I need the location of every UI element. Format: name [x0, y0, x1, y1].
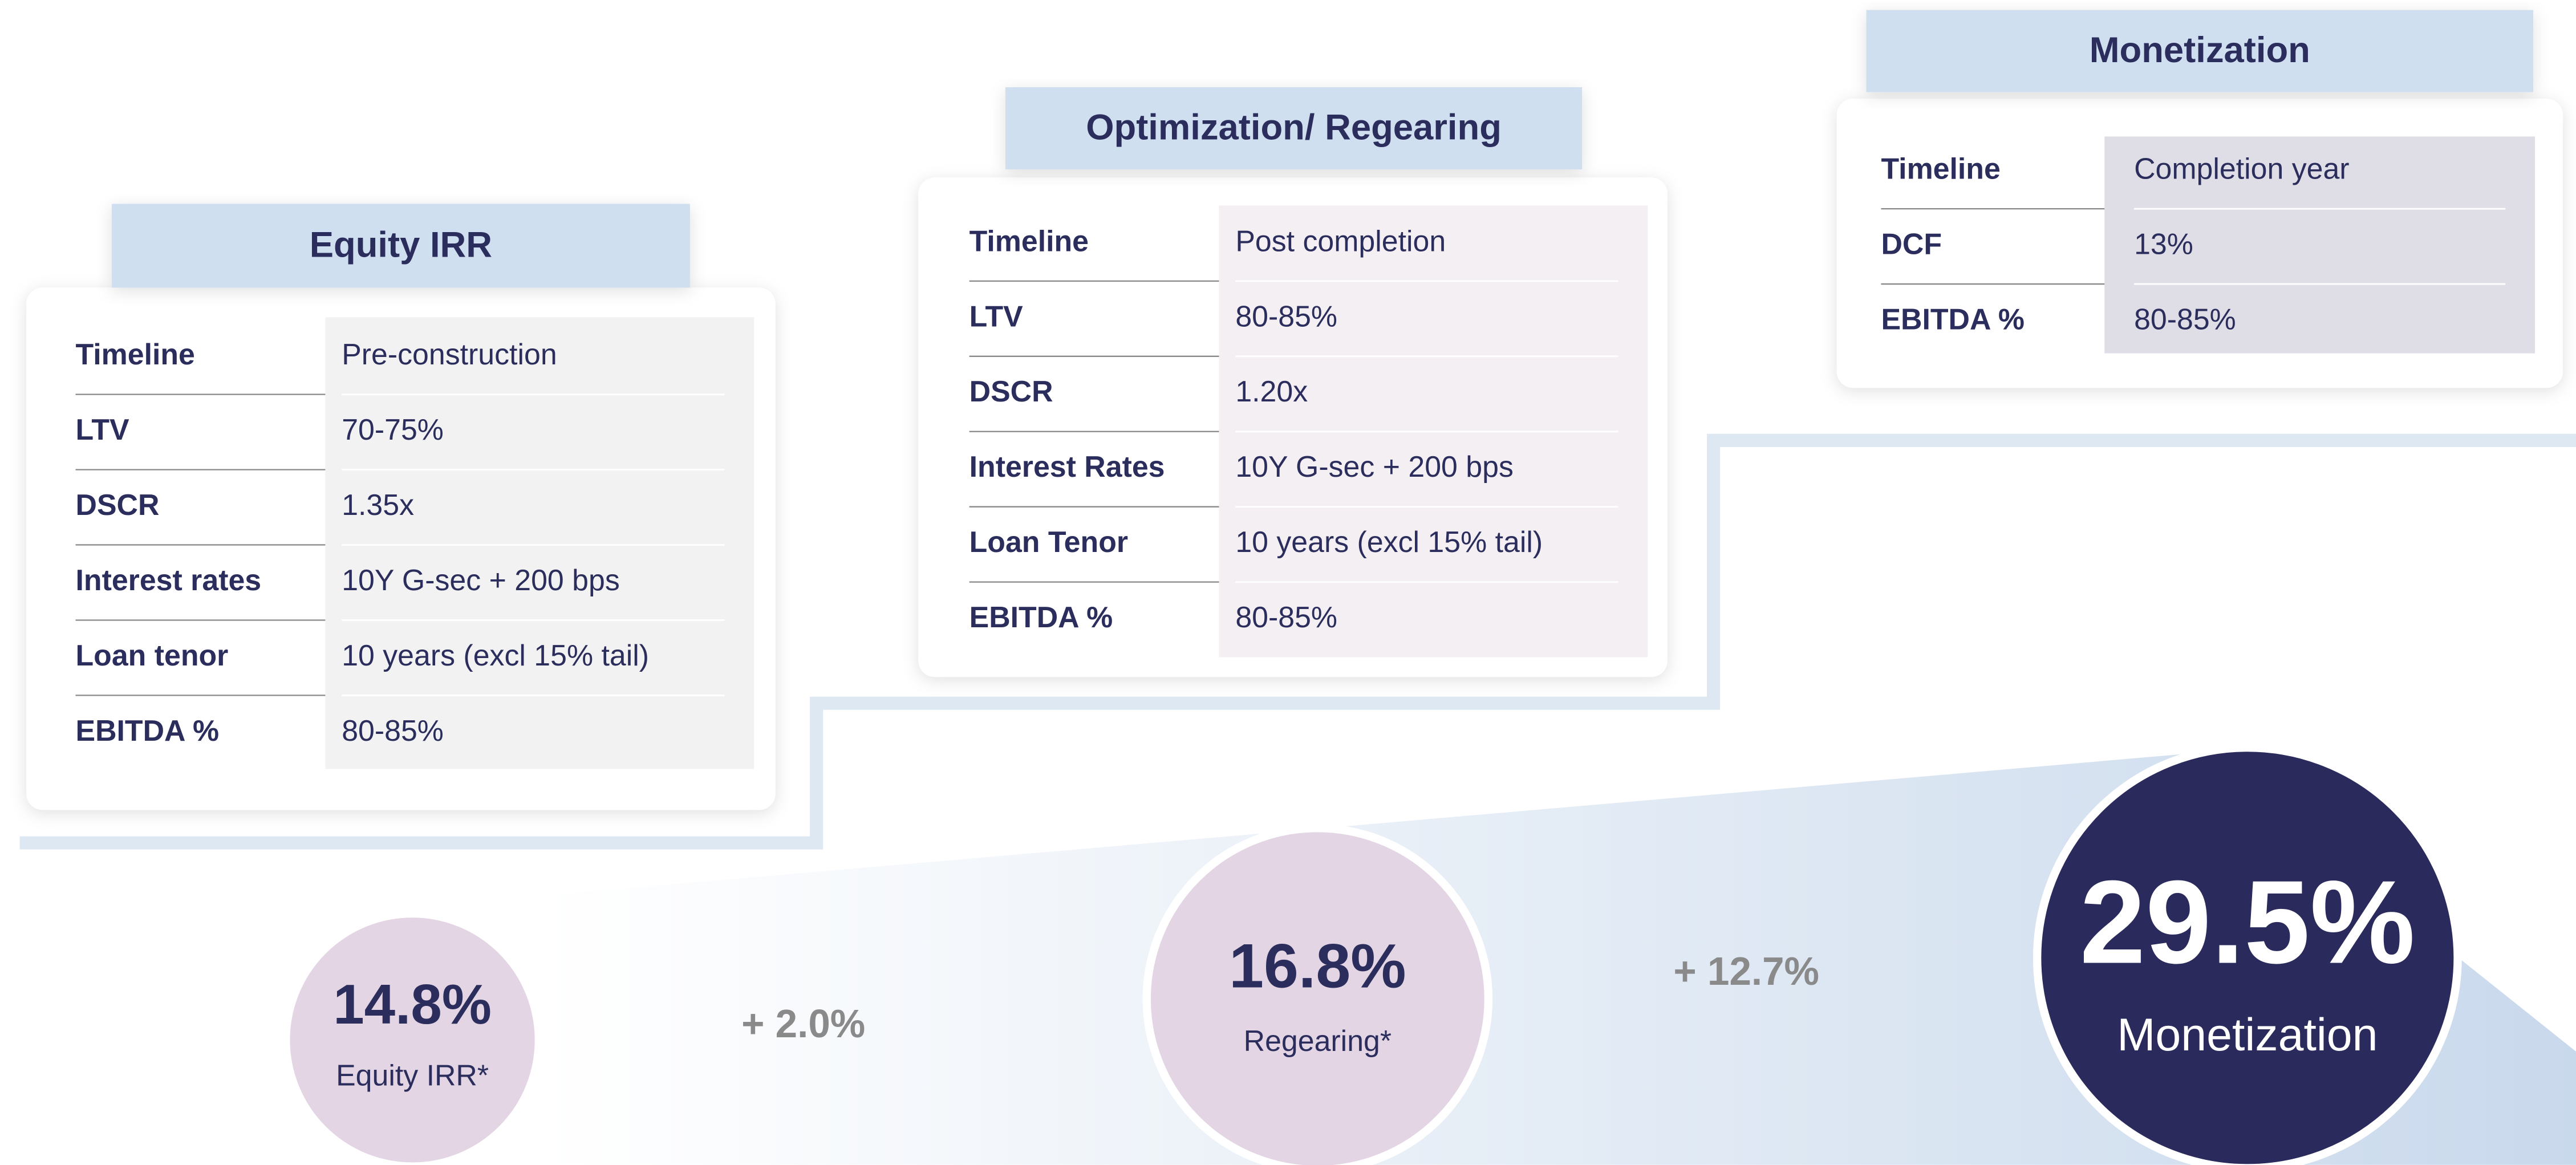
irr-circle — [282, 909, 543, 1165]
irr-circle — [1142, 824, 1493, 1165]
row-label: Interest rates — [76, 563, 262, 596]
row-label: Loan tenor — [76, 639, 229, 672]
irr-value: 29.5% — [2080, 855, 2415, 988]
header-box — [1866, 10, 2534, 92]
row-label: Interest Rates — [969, 450, 1165, 483]
panel-title: Monetization — [2090, 30, 2310, 70]
row-value: 10 years (excl 15% tail) — [1235, 525, 1543, 558]
row-label: LTV — [76, 413, 129, 446]
header-box — [1005, 87, 1583, 169]
increment: + 2.0% — [741, 1001, 865, 1046]
row-value: 10 years (excl 15% tail) — [342, 639, 649, 672]
row-label: Timeline — [1881, 152, 2000, 185]
irr-circle — [2033, 743, 2462, 1165]
row-label: Loan Tenor — [969, 525, 1128, 558]
row-label: Timeline — [969, 224, 1089, 257]
row-label: EBITDA % — [1881, 302, 2025, 335]
row-label: DSCR — [76, 488, 160, 521]
row-label: LTV — [969, 299, 1023, 332]
row-value: Pre-construction — [342, 338, 557, 371]
panel-title: Equity IRR — [310, 225, 492, 265]
irr-label: Equity IRR* — [336, 1059, 489, 1092]
value-column — [325, 317, 754, 769]
row-label: Timeline — [76, 338, 195, 371]
row-value: 10Y G-sec + 200 bps — [1235, 450, 1514, 483]
panel-title: Optimization/ Regearing — [1086, 108, 1502, 148]
irr-value: 16.8% — [1229, 932, 1406, 1001]
row-value: 80-85% — [1235, 299, 1337, 332]
row-value: 13% — [2134, 228, 2193, 261]
value-column — [2104, 136, 2535, 354]
row-label: EBITDA % — [969, 600, 1113, 634]
row-value: 80-85% — [1235, 600, 1337, 634]
row-value: 80-85% — [2134, 302, 2236, 335]
increment: + 12.7% — [1673, 949, 1819, 993]
header-box — [111, 204, 690, 288]
row-value: Completion year — [2134, 152, 2350, 185]
row-value: 70-75% — [342, 413, 444, 446]
row-value: 10Y G-sec + 200 bps — [342, 563, 620, 596]
row-value: 80-85% — [342, 714, 444, 747]
irr-value: 14.8% — [333, 973, 492, 1036]
row-label: DSCR — [969, 375, 1053, 408]
row-value: Post completion — [1235, 224, 1446, 257]
row-value: 1.20x — [1235, 375, 1308, 408]
row-value: 1.35x — [342, 488, 414, 521]
row-label: EBITDA % — [76, 714, 220, 747]
irr-label: Regearing* — [1244, 1024, 1392, 1057]
step-line — [19, 433, 2576, 850]
irr-label: Monetization — [2117, 1009, 2378, 1061]
row-label: DCF — [1881, 228, 1942, 261]
